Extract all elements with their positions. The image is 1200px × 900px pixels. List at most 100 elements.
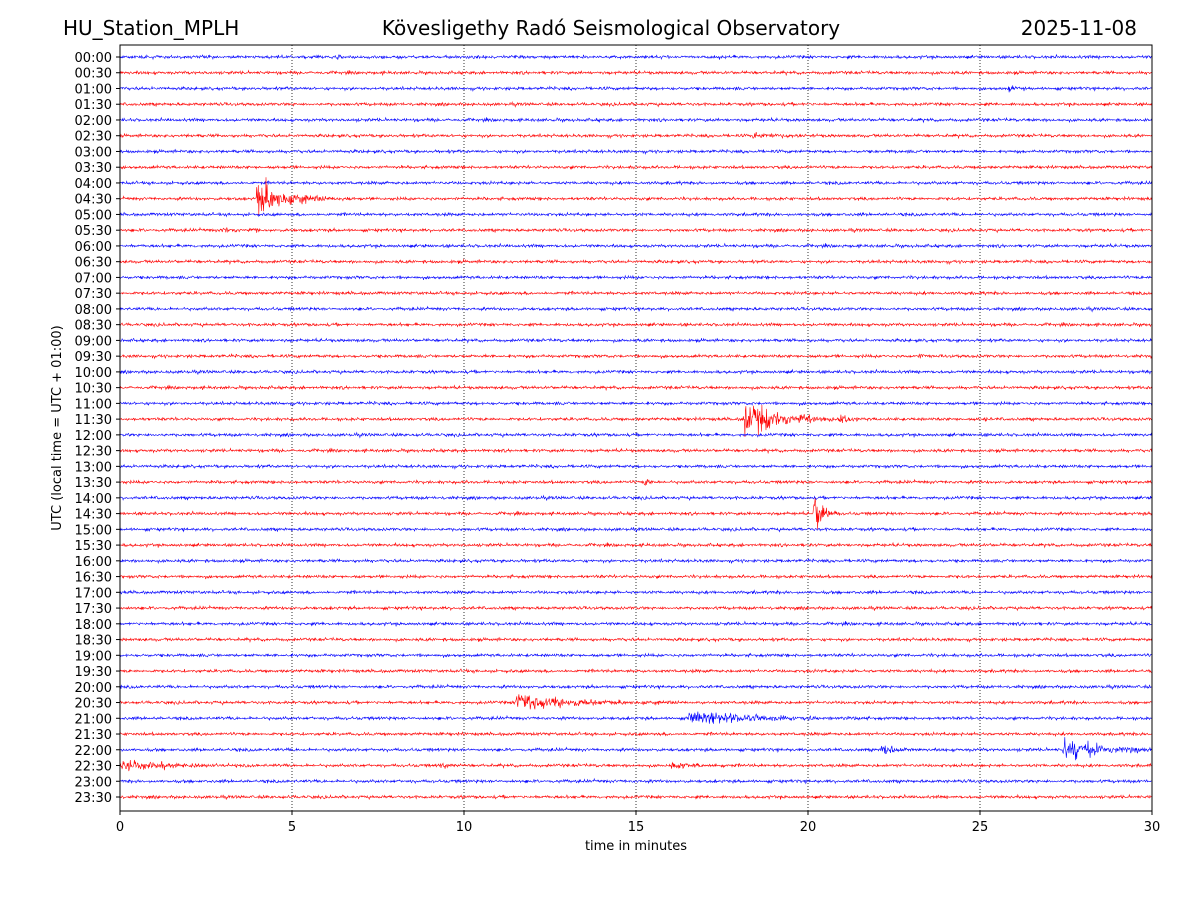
trace-0930 — [119, 352, 1153, 360]
y-tick-label: 10:30 — [75, 382, 112, 397]
trace-0430 — [119, 177, 1153, 216]
y-tick-label: 02:00 — [75, 114, 112, 129]
trace-2230 — [119, 759, 1153, 772]
y-tick-label: 03:00 — [75, 145, 112, 160]
y-tick-label: 16:30 — [75, 571, 112, 586]
y-tick-label: 00:00 — [75, 51, 112, 66]
y-tick-label: 19:30 — [75, 665, 112, 680]
y-tick-label: 17:30 — [75, 602, 112, 617]
y-tick-label: 13:00 — [75, 460, 112, 475]
trace-0600 — [119, 242, 1153, 249]
trace-1630 — [119, 573, 1153, 580]
trace-1000 — [119, 368, 1153, 375]
trace-0530 — [119, 226, 1153, 234]
x-axis-label: time in minutes — [585, 839, 687, 854]
trace-0000 — [120, 53, 1153, 61]
x-tick-label: 25 — [972, 820, 989, 835]
y-tick-label: 01:00 — [75, 82, 112, 97]
y-tick-label: 12:30 — [75, 445, 112, 460]
y-tick-label: 08:00 — [75, 303, 112, 318]
y-tick-label: 23:30 — [75, 791, 112, 806]
x-tick-label: 0 — [116, 820, 124, 835]
y-tick-label: 09:30 — [75, 350, 112, 365]
y-axis-label: UTC (local time = UTC + 01:00) — [50, 325, 65, 530]
trace-0330 — [119, 164, 1153, 171]
y-tick-label: 06:30 — [75, 256, 112, 271]
trace-2330 — [119, 793, 1152, 801]
trace-1730 — [120, 604, 1153, 612]
y-tick-label: 18:00 — [75, 618, 112, 633]
trace-1530 — [119, 541, 1153, 549]
trace-0630 — [119, 258, 1153, 266]
trace-1830 — [119, 636, 1153, 643]
trace-1030 — [119, 384, 1153, 392]
trace-2130 — [119, 731, 1153, 738]
y-tick-label: 07:00 — [75, 271, 112, 286]
x-tick-label: 30 — [1144, 820, 1161, 835]
trace-1500 — [119, 526, 1153, 533]
trace-1900 — [119, 652, 1153, 659]
trace-2030 — [119, 694, 1152, 710]
trace-1430 — [119, 498, 1153, 530]
trace-1700 — [119, 589, 1153, 596]
chart-title: Kövesligethy Radó Seismological Observat… — [381, 16, 841, 40]
trace-2300 — [119, 777, 1153, 785]
y-tick-label: 08:30 — [75, 319, 112, 334]
y-tick-label: 04:00 — [75, 177, 112, 192]
trace-0300 — [119, 148, 1153, 155]
x-tick-label: 5 — [288, 820, 296, 835]
y-tick-label: 14:30 — [75, 508, 112, 523]
trace-0230 — [119, 132, 1153, 140]
trace-0800 — [119, 305, 1153, 313]
y-tick-label: 14:00 — [75, 492, 112, 507]
trace-0200 — [119, 116, 1153, 124]
trace-1100 — [119, 400, 1153, 407]
trace-2000 — [120, 683, 1153, 691]
trace-0500 — [119, 211, 1153, 218]
y-tick-label: 21:30 — [75, 728, 112, 743]
y-tick-label: 15:00 — [75, 523, 112, 538]
y-tick-label: 07:30 — [75, 287, 112, 302]
y-tick-label: 00:30 — [75, 67, 112, 82]
y-tick-label: 11:30 — [75, 413, 112, 428]
y-tick-label: 22:00 — [75, 744, 112, 759]
y-tick-label: 19:00 — [75, 649, 112, 664]
trace-1800 — [119, 620, 1153, 628]
x-tick-label: 20 — [800, 820, 817, 835]
trace-2100 — [119, 711, 1153, 724]
trace-1400 — [119, 494, 1153, 501]
y-tick-label: 09:00 — [75, 334, 112, 349]
y-tick-label: 11:00 — [75, 397, 112, 412]
y-tick-label: 04:30 — [75, 193, 112, 208]
trace-0730 — [119, 290, 1153, 297]
trace-0900 — [119, 337, 1153, 344]
trace-0100 — [119, 85, 1153, 93]
y-tick-label: 01:30 — [75, 98, 112, 113]
y-tick-label: 20:30 — [75, 697, 112, 712]
trace-0400 — [119, 179, 1153, 187]
chart-date: 2025-11-08 — [1020, 16, 1137, 40]
trace-0830 — [119, 321, 1153, 328]
y-tick-label: 17:00 — [75, 586, 112, 601]
y-tick-label: 03:30 — [75, 161, 112, 176]
trace-1200 — [119, 431, 1153, 439]
y-tick-label: 06:00 — [75, 240, 112, 255]
trace-1230 — [119, 447, 1153, 455]
y-tick-label: 02:30 — [75, 130, 112, 145]
trace-1600 — [119, 557, 1153, 565]
trace-0030 — [119, 69, 1153, 77]
y-tick-label: 05:30 — [75, 224, 112, 239]
y-tick-label: 13:30 — [75, 476, 112, 491]
y-tick-label: 05:00 — [75, 208, 112, 223]
trace-1330 — [119, 478, 1153, 486]
x-tick-label: 10 — [456, 820, 473, 835]
y-tick-label: 22:30 — [75, 760, 112, 775]
y-tick-label: 10:00 — [75, 366, 112, 381]
y-tick-label: 20:00 — [75, 681, 112, 696]
trace-0700 — [119, 274, 1153, 281]
y-tick-label: 23:00 — [75, 775, 112, 790]
trace-1930 — [119, 668, 1153, 675]
y-tick-label: 21:00 — [75, 712, 112, 727]
y-tick-label: 18:30 — [75, 634, 112, 649]
